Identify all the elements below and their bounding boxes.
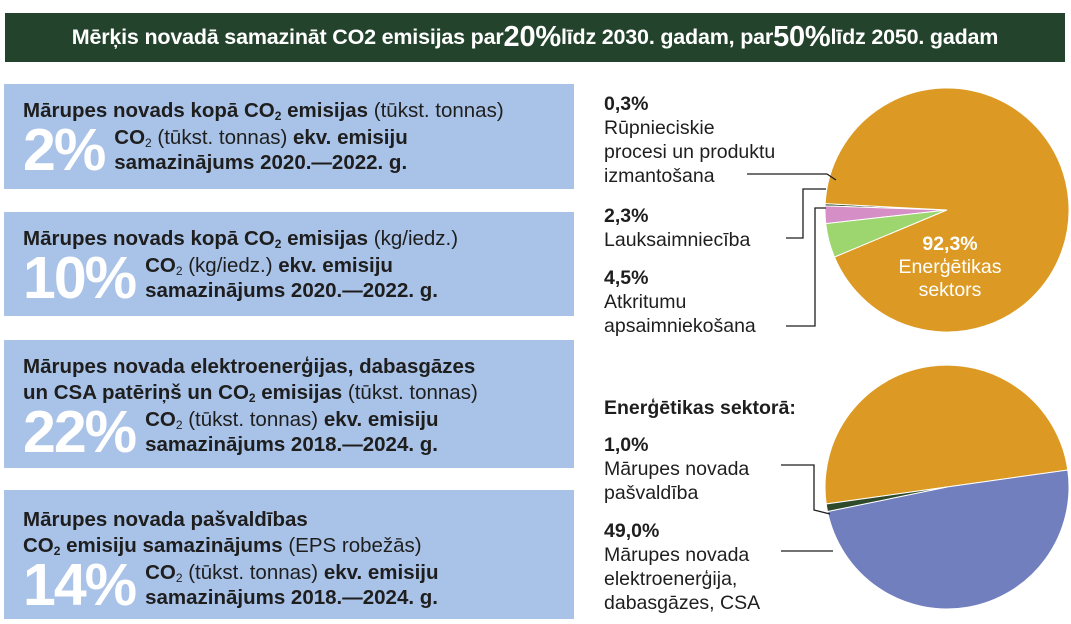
card-description: CO2 (tūkst. tonnas) ekv. emisiju samazin… <box>145 561 439 609</box>
card-percent: 14% <box>23 552 137 618</box>
card-heading-line1: Mārupes novada pašvaldības <box>23 508 308 531</box>
banner-text-3: līdz 2050. gadam <box>830 25 999 49</box>
value-municipality: 1,0% <box>604 434 649 456</box>
card-percent: 10% <box>23 245 137 311</box>
leader-municipality <box>781 464 831 515</box>
banner-text-1: Mērķis novadā samazināt CO2 emisijas par <box>71 25 504 49</box>
legend-municipality: 1,0% Mārupes novada pašvaldība <box>604 434 750 504</box>
card-heading-line1: Mārupes novada elektroenerģijas, dabasgā… <box>23 355 476 378</box>
card-heading: Mārupes novads kopā CO2 emisijas (tūkst.… <box>23 99 504 123</box>
stat-card-municipality: Mārupes novada pašvaldības CO2 emisiju s… <box>4 490 574 619</box>
value-agriculture: 2,3% <box>604 205 649 227</box>
legend-industrial: 0,3% Rūpnieciskie procesi un produktu iz… <box>604 93 776 187</box>
stat-card-total-emissions: Mārupes novads kopā CO2 emisijas (tūkst.… <box>4 84 574 189</box>
card-heading: Mārupes novads kopā CO2 emisijas (kg/ied… <box>23 227 459 251</box>
legend-waste: 4,5% Atkritumu apsaimniekošana <box>604 267 756 337</box>
energy-sector-title: Enerģētikas sektorā: <box>604 397 796 419</box>
card-percent: 22% <box>23 399 137 465</box>
stat-card-energy-consumption: Mārupes novada elektroenerģijas, dabasgā… <box>4 340 574 468</box>
inner-label-energy: 92,3% Enerģētikas sektors <box>898 233 1002 301</box>
slice-municipality <box>825 486 948 513</box>
value-industrial: 0,3% <box>604 93 649 115</box>
banner-pct-2030: 20% <box>503 21 562 53</box>
card-heading-line2: CO2 emisiju samazinājums (EPS robežās) <box>23 534 422 558</box>
legend-agriculture: 2,3% Lauksaimniecība <box>604 205 751 251</box>
card-heading-line2: un CSA patēriņš un CO2 emisijas (tūkst. … <box>23 381 478 405</box>
card-percent: 2% <box>23 117 106 183</box>
card-description: CO2 (tūkst. tonnas) ekv. emisiju samazin… <box>114 126 408 174</box>
goal-banner: Mērķis novadā samazināt CO2 emisijas par… <box>5 13 1065 62</box>
stat-card-per-capita: Mārupes novads kopā CO2 emisijas (kg/ied… <box>4 212 574 316</box>
leader-waste <box>786 207 826 327</box>
value-waste: 4,5% <box>604 267 649 289</box>
slice-electricity-gas-csa <box>826 469 1070 610</box>
banner-text-2: līdz 2030. gadam, par <box>560 25 774 49</box>
banner-pct-2050: 50% <box>773 21 831 53</box>
card-description: CO2 (kg/iedz.) ekv. emisiju samazinājums… <box>145 254 438 302</box>
card-description: CO2 (tūkst. tonnas) ekv. emisiju samazin… <box>145 408 439 456</box>
slice-other <box>824 365 1069 505</box>
leader-agriculture <box>786 188 826 239</box>
value-electricity-gas-csa: 49,0% <box>604 520 660 542</box>
legend-electricity-gas-csa: 49,0% Mārupes novada elektroenerģija, da… <box>604 520 761 614</box>
slice-energy <box>824 87 1070 333</box>
leader-industrial <box>747 173 837 181</box>
